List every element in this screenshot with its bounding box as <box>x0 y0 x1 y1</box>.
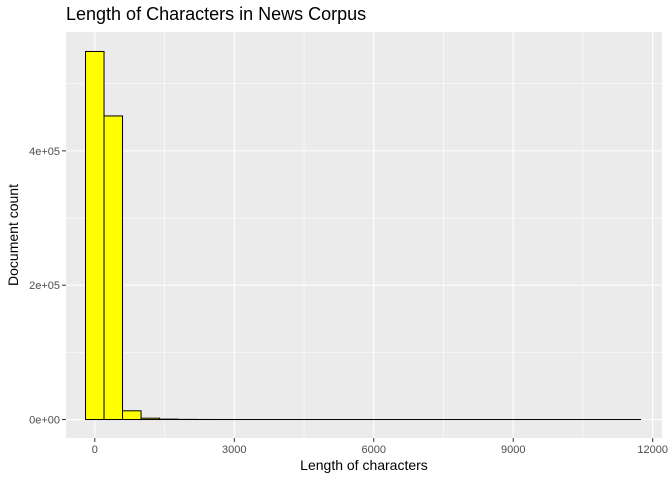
y-tick-label: 2e+05 <box>29 280 60 292</box>
y-tick-label: 0e+00 <box>29 415 60 427</box>
x-tick-label: 12000 <box>637 444 668 456</box>
histogram-bar <box>103 115 124 421</box>
chart-title: Length of Characters in News Corpus <box>66 4 366 24</box>
y-axis-ticks: 0e+00 2e+05 4e+05 <box>29 146 66 427</box>
histogram-bar <box>122 410 142 421</box>
histogram-bar <box>140 417 161 421</box>
plot-panel <box>66 32 662 438</box>
y-tick-label: 4e+05 <box>29 146 60 158</box>
minor-gridlines <box>66 32 662 438</box>
x-tick-label: 3000 <box>222 444 246 456</box>
x-tick-label: 0 <box>92 444 98 456</box>
x-axis-title: Length of characters <box>300 457 428 473</box>
x-tick-label: 9000 <box>501 444 525 456</box>
x-tick-label: 6000 <box>362 444 386 456</box>
x-axis-ticks: 0 3000 6000 9000 12000 <box>92 438 668 456</box>
histogram-bar <box>85 50 105 421</box>
histogram-bars <box>85 50 642 421</box>
y-axis-title: Document count <box>5 184 21 286</box>
